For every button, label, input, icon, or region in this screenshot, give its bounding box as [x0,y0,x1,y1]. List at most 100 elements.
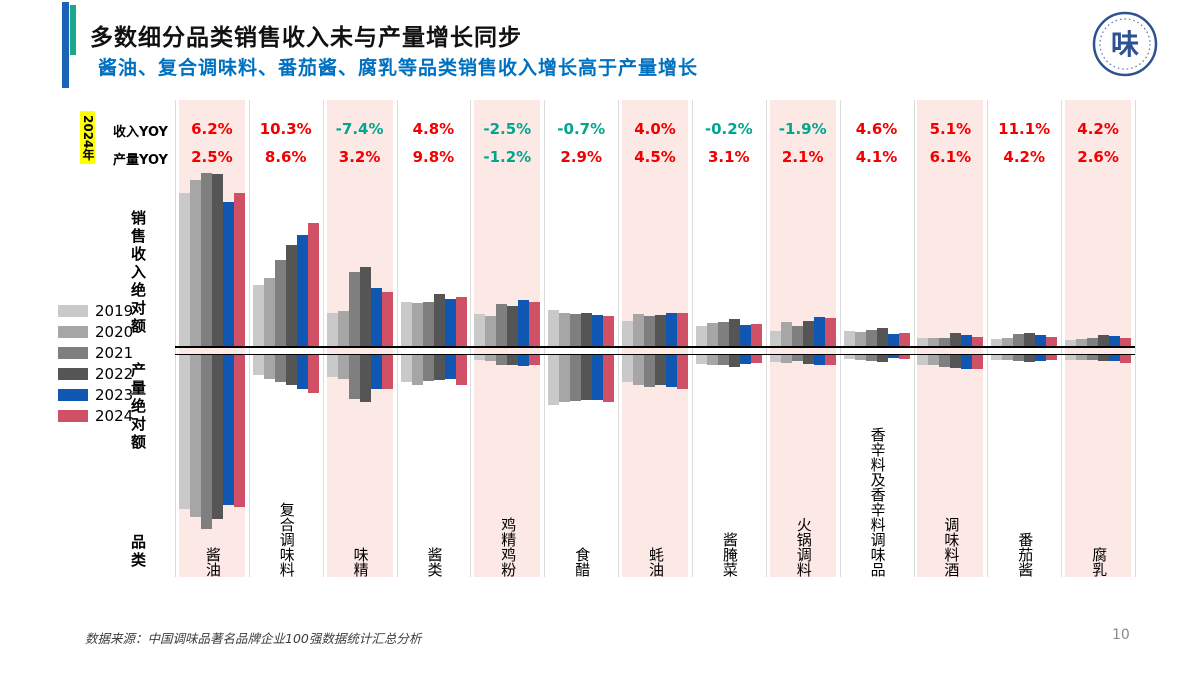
revenue-yoy-value: 6.2% [191,120,233,138]
association-seal-logo: 味 [1089,8,1161,80]
production-bar-2020 [189,354,201,517]
revenue-yoy-value: -0.7% [557,120,606,138]
revenue-bar-2021 [644,316,655,347]
revenue-yoy-value: 11.1% [998,120,1051,138]
production-bar-2024 [603,354,615,402]
accent-bar-teal [70,5,76,55]
production-yoy-value: 8.6% [264,148,307,166]
revenue-yoy-value: 4.0% [634,120,676,138]
revenue-yoy-value: 10.3% [259,120,312,138]
revenue-bar-2019 [695,326,707,347]
production-bar-2023 [739,354,751,364]
page-title: 多数细分品类销售收入未与产量增长同步 [90,25,522,51]
revenue-bar-2023 [444,299,456,347]
column-separator [396,100,398,577]
revenue-bar-2020 [485,316,497,347]
production-yoy-value: 9.8% [412,148,455,166]
legend-year-label: 2024 [95,407,134,425]
production-bar-2021 [570,354,582,401]
production-yoy-value: 4.2% [1003,148,1045,166]
revenue-bar-2022 [433,294,445,347]
revenue-bar-2020 [1076,339,1088,347]
revenue-bar-2020 [633,314,644,347]
production-bar-2022 [359,354,371,402]
revenue-bar-2024 [603,316,615,347]
production-bar-2022 [285,354,297,385]
production-bar-2019 [769,354,781,362]
column-separator [691,100,693,577]
revenue-bar-2022 [876,328,888,347]
production-bar-2023 [222,354,234,505]
revenue-yoy-value: 4.6% [855,120,898,138]
column-separator [1135,100,1136,577]
production-bar-2020 [1076,354,1088,360]
revenue-bar-2023 [1035,335,1047,347]
revenue-bar-2019 [548,310,560,347]
seal-circle-icon: 味 [1092,11,1158,77]
production-bar-2020 [706,354,718,365]
production-bar-2023 [961,354,973,369]
column-separator [839,100,841,577]
revenue-bar-2019 [1065,340,1077,347]
revenue-bar-2021 [496,304,508,347]
revenue-bar-2020 [559,313,571,347]
category-label: 蚝油 [647,547,665,577]
revenue-yoy-value: -7.4% [335,120,384,138]
production-bar-2022 [211,354,223,519]
revenue-bar-2021 [348,272,360,347]
production-bar-2021 [644,354,655,387]
production-bar-2022 [802,354,814,364]
production-bar-2024 [529,354,541,365]
data-source-note: 数据来源：中国调味品著名品牌企业100强数据统计汇总分析 [85,631,422,646]
legend-swatch-2023 [58,389,88,401]
revenue-bar-2022 [950,333,962,347]
category-label: 食醋 [573,547,592,577]
production-bar-2023 [1109,354,1121,361]
production-yoy-value: 3.1% [707,148,750,166]
production-bar-2023 [592,354,604,400]
legend-year-label: 2019 [95,302,134,320]
production-bar-2019 [474,354,486,360]
category-label: 酱类 [425,547,444,577]
production-bar-2019 [548,354,560,405]
revenue-bar-2020 [854,332,866,347]
production-bar-2024 [750,354,762,363]
revenue-bar-2024 [233,193,245,347]
column-separator [544,100,546,577]
production-bar-2019 [400,354,412,382]
production-axis-label: 产量绝对额 [129,362,147,452]
revenue-bar-2022 [802,321,814,347]
revenue-bar-2020 [263,278,275,347]
revenue-bar-2021 [570,314,582,347]
production-bar-2019 [991,354,1003,360]
production-bar-2024 [824,354,836,365]
revenue-bar-2023 [887,334,899,347]
category-label: 火锅调料 [794,517,813,577]
revenue-bar-2023 [666,313,677,347]
revenue-bar-2019 [252,285,264,347]
revenue-bar-2019 [326,313,338,347]
revenue-bar-2023 [370,288,382,347]
column-separator [765,100,767,577]
production-yoy-value: 2.9% [560,148,602,166]
revenue-bar-2022 [581,313,593,347]
production-bar-2023 [444,354,456,379]
production-bar-2020 [263,354,275,379]
legend-item-2024: 2024 [58,406,133,426]
revenue-bar-2019 [622,321,633,347]
revenue-bar-2022 [285,245,297,347]
production-bar-2021 [200,354,212,529]
year-badge: 2024年 [80,111,95,164]
production-bar-2020 [485,354,497,361]
page-subtitle: 酱油、复合调味料、番茄酱、腐乳等品类销售收入增长高于产量增长 [98,57,699,79]
production-bar-2022 [950,354,962,368]
revenue-bar-2020 [780,322,792,347]
revenue-bar-2023 [592,315,604,347]
production-bar-2020 [337,354,349,379]
revenue-bar-2024 [1046,337,1058,347]
production-bar-2024 [455,354,467,385]
seal-glyph: 味 [1111,28,1139,61]
legend-year-label: 2021 [95,344,134,362]
revenue-bar-2023 [1109,336,1121,347]
